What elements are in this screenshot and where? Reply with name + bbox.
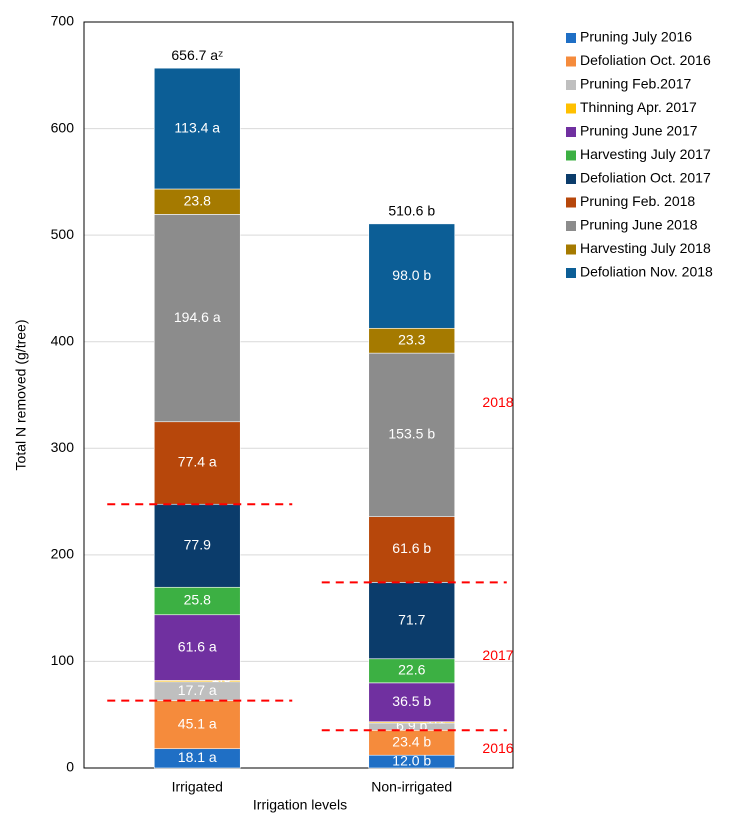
bar-segment (153, 421, 241, 505)
legend-swatch (566, 150, 576, 161)
legend-label: Pruning July 2016 (580, 29, 692, 45)
bar-segment (153, 214, 241, 423)
data-label: 113.4 a (174, 119, 220, 135)
legend-swatch (566, 33, 576, 43)
bar-segment (368, 327, 456, 354)
total-label: 656.7 aᶻ (171, 47, 223, 63)
y-tick-label: 300 (51, 439, 75, 455)
period-annotation: 2017 (482, 647, 513, 663)
data-label: 77.4 a (178, 454, 217, 470)
legend-swatch (566, 244, 576, 255)
bar-segment (153, 586, 241, 616)
y-axis-label: Total N removed (g/tree) (13, 320, 29, 471)
legend-label: Pruning Feb. 2018 (580, 193, 695, 209)
y-tick-label: 200 (51, 546, 75, 562)
legend-swatch (566, 56, 576, 67)
bar-segment (153, 614, 241, 681)
y-tick-label: 400 (51, 332, 75, 348)
bar-segment (368, 658, 456, 684)
bar-segment (368, 223, 456, 329)
legend-swatch (566, 174, 576, 184)
data-label: 77.9 (184, 536, 211, 552)
legend-label: Thinning Apr. 2017 (580, 99, 697, 115)
period-annotation: 2016 (482, 740, 513, 756)
data-label: 18.1 a (178, 749, 217, 765)
legend-swatch (566, 221, 576, 231)
y-tick-label: 0 (66, 759, 74, 775)
legend-swatch (566, 127, 576, 137)
y-tick-label: 600 (51, 119, 75, 135)
total-label: 510.6 b (388, 203, 435, 219)
bar-segment (368, 352, 456, 518)
data-label: 61.6 b (392, 540, 431, 556)
y-tick-label: 500 (51, 226, 75, 242)
bar-segment (153, 188, 241, 215)
data-label: 153.5 b (388, 426, 435, 442)
legend-label: Pruning June 2017 (580, 123, 698, 139)
bar-segment (153, 503, 241, 588)
legend-label: Pruning Feb.2017 (580, 76, 692, 92)
bar-segment (368, 516, 456, 583)
data-label: 36.5 b (392, 693, 431, 709)
data-label: 23.3 (398, 331, 425, 347)
data-label: 23.4 b (392, 733, 431, 749)
legend-label: Pruning June 2018 (580, 217, 698, 233)
data-label: 71.7 (398, 611, 425, 627)
data-label: 25.8 (184, 592, 211, 608)
x-axis-label: Irrigation levels (253, 797, 347, 813)
x-tick-label: Non-irrigated (371, 779, 452, 795)
x-tick-label: Irrigated (172, 779, 223, 795)
data-label: 17.7 a (178, 682, 217, 698)
bar-segment (153, 67, 241, 190)
data-label: 61.6 a (178, 638, 217, 654)
legend-label: Defoliation Oct. 2017 (580, 170, 711, 186)
data-label: 22.6 (398, 662, 425, 678)
legend-swatch (566, 268, 576, 278)
legend-label: Defoliation Oct. 2016 (580, 52, 711, 68)
bar-segment (153, 700, 241, 750)
legend-label: Defoliation Nov. 2018 (580, 264, 713, 280)
data-label: 12.0 b (392, 752, 431, 768)
y-tick-label: 100 (51, 652, 75, 668)
bar-segment (368, 682, 456, 723)
bar-segment (368, 729, 456, 756)
legend-label: Harvesting July 2017 (580, 146, 711, 162)
y-tick-label: 700 (51, 13, 75, 29)
legend-label: Harvesting July 2018 (580, 240, 711, 256)
plot-frame (83, 21, 514, 769)
data-label: 45.1 a (178, 715, 217, 731)
legend-swatch (566, 197, 576, 208)
data-label: 23.8 (184, 192, 211, 208)
data-label: 98.0 b (392, 267, 431, 283)
legend-swatch (566, 103, 576, 114)
data-label: 194.6 a (174, 309, 221, 325)
legend-swatch (566, 80, 576, 90)
bar-segment (368, 582, 456, 660)
period-annotation: 2018 (482, 394, 513, 410)
